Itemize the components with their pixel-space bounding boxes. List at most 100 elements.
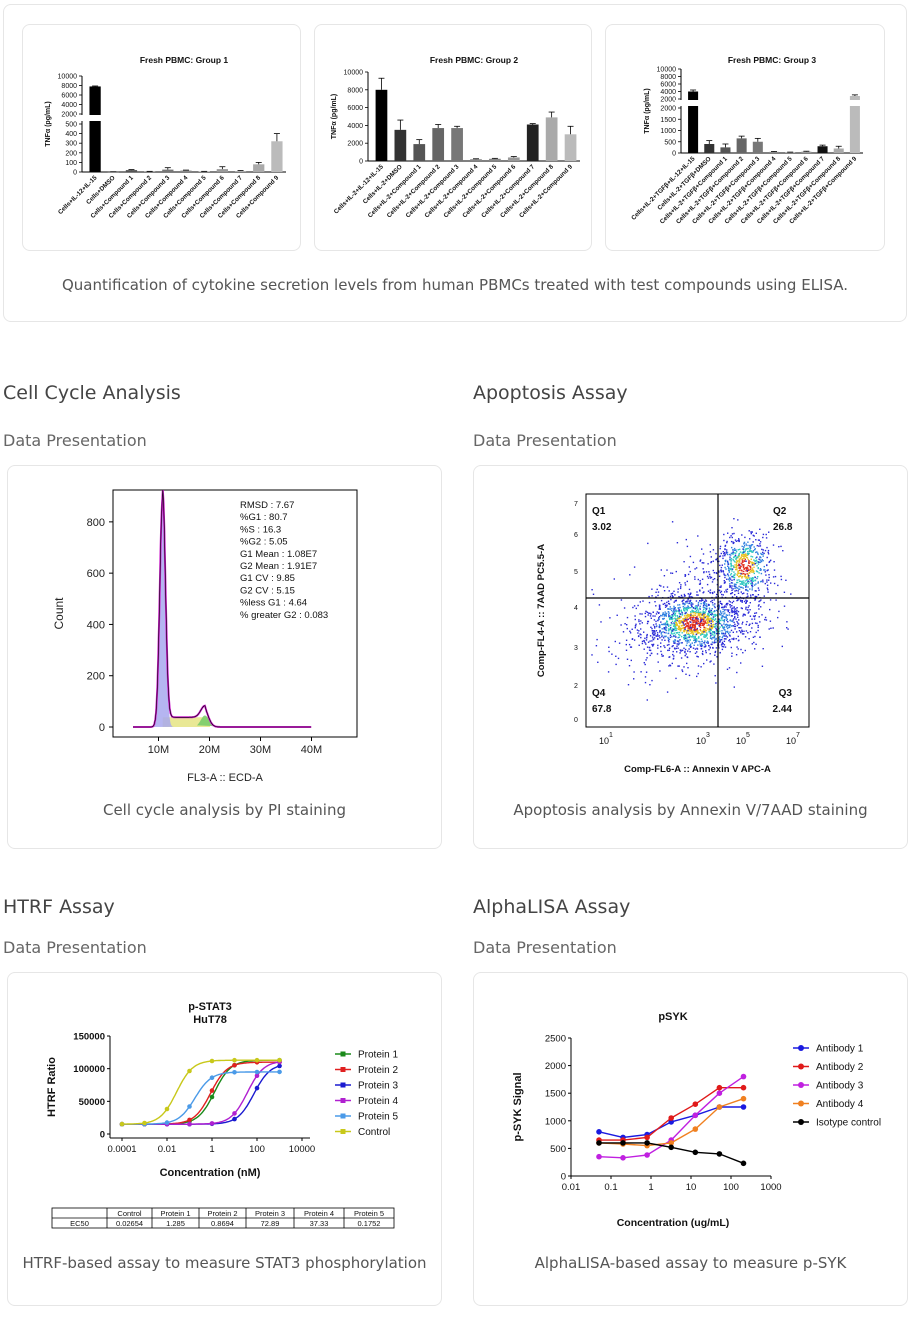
event-dot bbox=[746, 578, 748, 581]
event-dot bbox=[685, 620, 687, 622]
event-dot bbox=[668, 647, 671, 649]
event-dot bbox=[715, 625, 717, 627]
event-dot bbox=[697, 614, 699, 617]
event-dot bbox=[711, 643, 713, 646]
event-dot bbox=[677, 640, 679, 643]
event-dot bbox=[752, 580, 754, 582]
event-dot bbox=[696, 591, 698, 593]
event-dot bbox=[723, 634, 725, 636]
event-dot bbox=[740, 556, 742, 559]
event-dot bbox=[695, 638, 698, 640]
event-dot bbox=[745, 583, 748, 585]
data-point bbox=[644, 1152, 650, 1158]
x-tick-label: 0.0001 bbox=[107, 1144, 136, 1155]
event-dot bbox=[742, 565, 745, 567]
event-dot bbox=[736, 609, 738, 612]
y-tick-label: 2000 bbox=[347, 141, 363, 148]
event-dot bbox=[747, 553, 750, 556]
event-dot bbox=[748, 550, 751, 552]
event-dot bbox=[592, 593, 595, 595]
event-dot bbox=[694, 626, 697, 628]
event-dot bbox=[661, 653, 663, 656]
event-dot bbox=[706, 583, 709, 586]
event-dot bbox=[743, 600, 746, 603]
event-dot bbox=[709, 626, 711, 628]
event-dot bbox=[638, 619, 640, 621]
event-dot bbox=[700, 618, 702, 620]
event-dot bbox=[646, 622, 649, 625]
quadrant-percent: 3.02 bbox=[592, 522, 612, 533]
event-dot bbox=[700, 620, 703, 622]
event-dot bbox=[736, 631, 738, 633]
event-dot bbox=[706, 615, 708, 617]
y-tick-label: 0 bbox=[73, 170, 77, 177]
event-dot bbox=[700, 666, 702, 668]
event-dot bbox=[673, 632, 676, 634]
event-dot bbox=[755, 539, 757, 541]
legend-marker bbox=[340, 1082, 346, 1088]
event-dot bbox=[678, 633, 680, 636]
event-dot bbox=[679, 627, 681, 630]
event-dot bbox=[773, 569, 776, 571]
event-dot bbox=[754, 599, 756, 601]
event-dot bbox=[742, 555, 744, 558]
event-dot bbox=[713, 619, 716, 621]
event-dot bbox=[721, 641, 724, 644]
event-dot bbox=[732, 576, 734, 578]
event-dot bbox=[668, 665, 670, 667]
data-point bbox=[620, 1140, 626, 1146]
event-dot bbox=[711, 618, 714, 620]
event-dot bbox=[714, 654, 716, 656]
x-tick-exp: 3 bbox=[706, 732, 710, 739]
event-dot bbox=[690, 618, 692, 621]
event-dot bbox=[707, 617, 709, 620]
event-dot bbox=[651, 679, 653, 682]
event-dot bbox=[753, 535, 755, 537]
event-dot bbox=[751, 567, 753, 569]
event-dot bbox=[736, 587, 739, 589]
event-dot bbox=[633, 671, 635, 673]
event-dot bbox=[749, 568, 752, 570]
event-dot bbox=[724, 646, 727, 648]
event-dot bbox=[746, 593, 749, 595]
event-dot bbox=[633, 566, 636, 568]
event-dot bbox=[673, 642, 675, 644]
event-dot bbox=[747, 595, 749, 597]
event-dot bbox=[629, 574, 631, 576]
event-dot bbox=[629, 630, 631, 632]
event-dot bbox=[658, 618, 660, 621]
event-dot bbox=[647, 542, 649, 545]
event-dot bbox=[701, 644, 704, 647]
event-dot bbox=[742, 587, 744, 589]
event-dot bbox=[723, 616, 726, 618]
event-dot bbox=[649, 640, 651, 642]
event-dot bbox=[655, 613, 658, 615]
event-dot bbox=[708, 630, 711, 633]
event-dot bbox=[739, 569, 741, 572]
event-dot bbox=[744, 575, 747, 578]
event-dot bbox=[733, 584, 736, 587]
event-dot bbox=[711, 626, 713, 628]
event-dot bbox=[676, 542, 679, 544]
event-dot bbox=[684, 629, 686, 632]
bar bbox=[736, 138, 747, 153]
event-dot bbox=[725, 606, 727, 608]
chart-title: Fresh PBMC: Group 1 bbox=[140, 55, 229, 65]
event-dot bbox=[737, 599, 739, 601]
event-dot bbox=[638, 620, 640, 623]
event-dot bbox=[697, 618, 699, 620]
event-dot bbox=[656, 634, 659, 636]
event-dot bbox=[655, 620, 657, 623]
event-dot bbox=[708, 610, 710, 612]
event-dot bbox=[744, 614, 746, 616]
event-dot bbox=[728, 612, 731, 614]
event-dot bbox=[741, 582, 744, 584]
event-dot bbox=[733, 574, 735, 576]
event-dot bbox=[721, 645, 723, 648]
x-tick-exp: 7 bbox=[796, 732, 800, 739]
event-dot bbox=[669, 618, 671, 621]
event-dot bbox=[696, 606, 698, 609]
event-dot bbox=[663, 617, 665, 620]
event-dot bbox=[714, 651, 716, 654]
